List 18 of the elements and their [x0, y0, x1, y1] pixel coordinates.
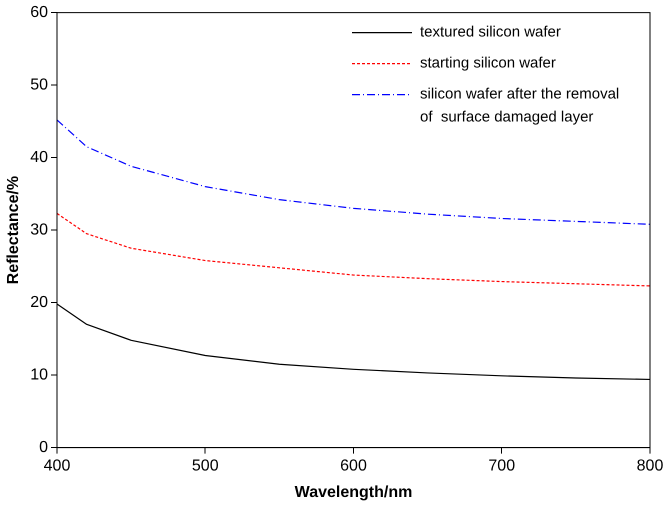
x-tick-label: 700 — [488, 458, 516, 475]
legend-label: starting silicon wafer — [420, 54, 556, 72]
legend-label: silicon wafer after the removal of surface damaged layer — [420, 86, 620, 126]
y-tick-label: 60 — [30, 4, 48, 22]
legend-label: textured silicon wafer — [420, 24, 561, 41]
x-tick-label: 400 — [44, 458, 70, 475]
y-tick-label: 0 — [39, 439, 48, 456]
y-axis-title: Reflectance/% — [5, 176, 22, 284]
x-tick-label: 800 — [636, 458, 664, 475]
y-tick-label: 10 — [30, 366, 48, 384]
y-tick-label: 50 — [30, 76, 48, 94]
x-tick-label: 500 — [192, 458, 219, 475]
x-axis-title: Wavelength/nm — [294, 484, 412, 501]
y-tick-label: 30 — [30, 222, 48, 239]
y-tick-label: 20 — [30, 294, 48, 312]
x-tick-label: 600 — [340, 458, 367, 475]
line-series — [56, 212, 650, 287]
y-tick-label: 40 — [30, 149, 48, 166]
